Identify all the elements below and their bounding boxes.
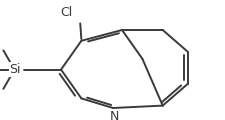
Text: N: N	[109, 110, 118, 120]
Text: Si: Si	[10, 63, 21, 76]
Text: Cl: Cl	[60, 6, 72, 19]
